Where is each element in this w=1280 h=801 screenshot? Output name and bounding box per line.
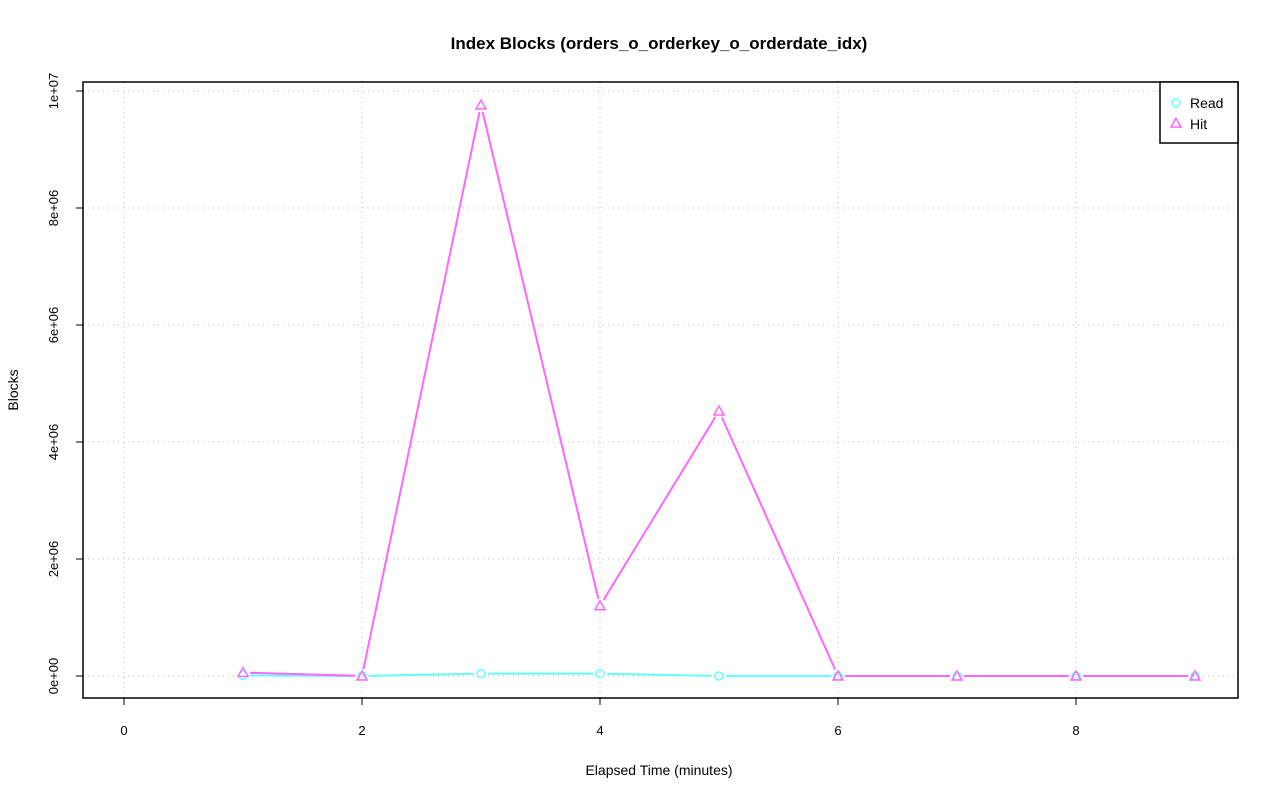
- series-line-segment: [602, 416, 717, 601]
- y-tick-label: 1e+07: [46, 73, 61, 110]
- x-tick-label: 2: [358, 723, 365, 738]
- y-tick-label: 4e+06: [46, 424, 61, 461]
- x-tick-label: 4: [596, 723, 603, 738]
- x-axis-label: Elapsed Time (minutes): [585, 762, 732, 778]
- data-point: [1069, 669, 1083, 681]
- data-point: [236, 665, 250, 678]
- data-point: [595, 668, 605, 679]
- series-layer: [236, 98, 1202, 681]
- data-point: [476, 668, 486, 679]
- data-point: [355, 669, 369, 681]
- chart-title: Index Blocks (orders_o_orderkey_o_orderd…: [451, 34, 868, 53]
- series-hit: [236, 98, 1202, 681]
- data-point: [831, 669, 845, 681]
- series-read: [238, 668, 1200, 681]
- series-line-segment: [606, 672, 713, 677]
- series-line-segment: [481, 111, 600, 600]
- legend-read-marker-icon: [1171, 98, 1181, 108]
- grid: [83, 82, 1238, 698]
- y-tick-label: 0e+00: [46, 658, 61, 695]
- legend-read-label: Read: [1190, 95, 1223, 111]
- x-tick-label: 0: [120, 723, 127, 738]
- y-tick-label: 6e+06: [46, 307, 61, 344]
- series-line-segment: [362, 111, 481, 670]
- data-point: [950, 669, 964, 681]
- x-tick-label: 6: [834, 723, 841, 738]
- series-line-segment: [368, 672, 475, 677]
- data-point: [714, 671, 724, 681]
- data-point: [1188, 669, 1202, 681]
- y-tick-label: 2e+06: [46, 541, 61, 578]
- legend-box: [1159, 81, 1239, 144]
- x-axis: 0 2 4 6 8: [120, 698, 1080, 738]
- legend-hit-label: Hit: [1190, 116, 1207, 132]
- y-axis-label: Blocks: [5, 369, 21, 410]
- legend: Read Hit: [1159, 81, 1239, 144]
- data-point: [593, 599, 607, 611]
- y-axis: 0e+00 2e+06 4e+06 6e+06 8e+06 1e+07: [46, 73, 83, 695]
- y-tick-label: 8e+06: [46, 190, 61, 227]
- series-line-segment: [720, 416, 837, 671]
- legend-hit-marker-icon: [1169, 116, 1183, 128]
- x-tick-label: 8: [1072, 723, 1079, 738]
- data-point: [474, 98, 488, 110]
- data-point: [712, 404, 726, 416]
- series-line-segment: [249, 671, 356, 677]
- plot-frame: [82, 81, 1239, 699]
